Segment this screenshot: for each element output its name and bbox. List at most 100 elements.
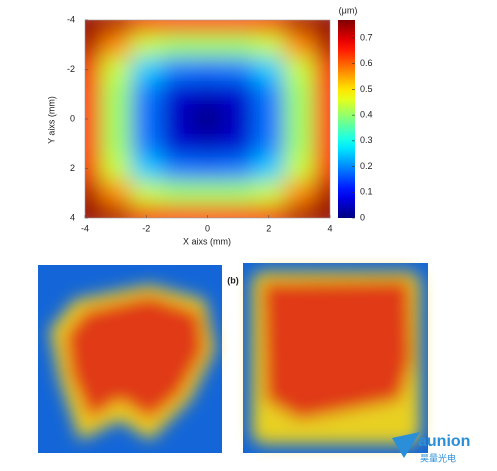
photo-right bbox=[243, 263, 428, 453]
heat-cell bbox=[284, 131, 316, 157]
heat-cell bbox=[130, 205, 163, 218]
colorbar-tick-label: 0.6 bbox=[360, 58, 373, 68]
watermark-subtitle: 昊量光电 bbox=[420, 452, 456, 463]
heat-cell bbox=[85, 205, 101, 218]
watermark-brand: aunion bbox=[418, 433, 470, 450]
heat-cell bbox=[161, 156, 193, 182]
x-tick-label: -4 bbox=[81, 223, 89, 233]
x-axis-label: X aixs (mm) bbox=[183, 236, 231, 246]
x-tick-label: 2 bbox=[266, 223, 271, 233]
heat-cell bbox=[85, 180, 101, 207]
heat-cell bbox=[85, 32, 101, 58]
colorbar-tick-label: 0.5 bbox=[360, 84, 373, 94]
heat-cell bbox=[130, 81, 163, 108]
y-tick-label: -2 bbox=[67, 64, 75, 74]
heat-cell bbox=[85, 20, 101, 33]
photo-left bbox=[38, 265, 222, 453]
heat-cell bbox=[284, 180, 316, 207]
heat-cell bbox=[85, 57, 101, 83]
heat-cell bbox=[130, 57, 163, 83]
y-tick-label: 0 bbox=[70, 113, 75, 123]
heat-cell bbox=[161, 131, 193, 157]
heat-cell bbox=[192, 156, 224, 182]
heat-cell bbox=[100, 205, 132, 218]
heat-cell bbox=[253, 81, 285, 108]
heat-cell bbox=[222, 20, 254, 33]
heat-cell bbox=[130, 156, 163, 182]
heat-cell bbox=[100, 32, 132, 58]
heat-cell bbox=[222, 32, 254, 58]
heat-cell bbox=[284, 81, 316, 108]
colorbar-tick-label: 0 bbox=[360, 212, 365, 222]
heat-cell bbox=[222, 57, 254, 83]
heat-cell bbox=[192, 106, 224, 132]
heat-cell bbox=[100, 131, 132, 157]
heat-cell bbox=[253, 20, 285, 33]
heat-cell bbox=[192, 81, 224, 108]
heat-cell bbox=[314, 20, 330, 33]
heat-cell bbox=[130, 131, 163, 157]
heat-cell bbox=[314, 57, 330, 83]
heat-cell bbox=[100, 180, 132, 207]
y-tick-label: 2 bbox=[70, 163, 75, 173]
heat-cell bbox=[284, 32, 316, 58]
colorbar-tick-label: 0.2 bbox=[360, 161, 373, 171]
heat-cell bbox=[85, 81, 101, 108]
colorbar-label: (μm) bbox=[339, 5, 358, 15]
heatmap bbox=[85, 20, 330, 218]
heat-cell bbox=[253, 57, 285, 83]
heat-cell bbox=[130, 106, 163, 132]
heat-cell bbox=[222, 180, 254, 207]
colorbar bbox=[338, 20, 355, 218]
colorbar-tick-label: 0.3 bbox=[360, 135, 373, 145]
heat-cell bbox=[130, 20, 163, 33]
heat-cell bbox=[253, 131, 285, 157]
heat-cell bbox=[192, 131, 224, 157]
heat-cell bbox=[222, 156, 254, 182]
heat-cell bbox=[161, 57, 193, 83]
watermark: aunion 昊量光电 bbox=[392, 432, 470, 463]
heat-cell bbox=[85, 106, 101, 132]
figure-label: (b) bbox=[227, 275, 239, 285]
heat-cell bbox=[284, 106, 316, 132]
heat-cell bbox=[85, 156, 101, 182]
heat-cell bbox=[314, 131, 330, 157]
heat-cell bbox=[161, 205, 193, 218]
watermark-logo bbox=[392, 432, 420, 458]
heat-cell bbox=[314, 205, 330, 218]
heat-cell bbox=[284, 156, 316, 182]
heat-cell bbox=[100, 156, 132, 182]
heat-cell bbox=[130, 32, 163, 58]
heat-cell bbox=[161, 20, 193, 33]
heatmap-area bbox=[85, 20, 330, 218]
x-tick-label: 4 bbox=[327, 223, 332, 233]
heat-cell bbox=[314, 106, 330, 132]
heat-cell bbox=[253, 106, 285, 132]
heat-cell bbox=[100, 57, 132, 83]
heat-cell bbox=[253, 156, 285, 182]
heat-cell bbox=[284, 205, 316, 218]
heat-cell bbox=[222, 106, 254, 132]
heat-cell bbox=[100, 106, 132, 132]
colorbar-tick-label: 0.4 bbox=[360, 110, 373, 120]
heat-cell bbox=[161, 32, 193, 58]
heat-cell bbox=[192, 32, 224, 58]
y-axis-label: Y aixs (mm) bbox=[46, 96, 56, 144]
heat-cell bbox=[222, 205, 254, 218]
heat-cell bbox=[284, 57, 316, 83]
heat-cell bbox=[100, 81, 132, 108]
heat-cell bbox=[192, 20, 224, 33]
heat-cell bbox=[85, 131, 101, 157]
heat-cell bbox=[314, 81, 330, 108]
heat-cell bbox=[284, 20, 316, 33]
heat-cell bbox=[314, 156, 330, 182]
heat-cell bbox=[161, 180, 193, 207]
colorbar-tick-label: 0.7 bbox=[360, 32, 373, 42]
heat-cell bbox=[130, 180, 163, 207]
heat-cell bbox=[314, 180, 330, 207]
colorbar-tick-label: 0.1 bbox=[360, 187, 373, 197]
x-tick-label: 0 bbox=[205, 223, 210, 233]
heat-cell bbox=[161, 81, 193, 108]
heat-cell bbox=[253, 32, 285, 58]
